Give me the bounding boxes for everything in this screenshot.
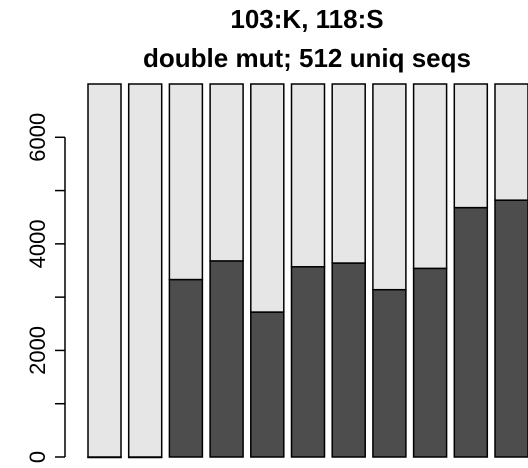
bars: [87, 83, 528, 459]
bar-segment-upper: [87, 83, 122, 458]
bar-segment-upper: [494, 83, 528, 201]
y-tick-label: 4000: [25, 219, 50, 268]
bar-segment-lower: [290, 266, 326, 458]
bar-segment-lower: [250, 311, 285, 458]
y-axis: 0 2000 4000 6000: [25, 113, 66, 463]
bar-segment-upper: [412, 83, 448, 270]
y-tick-label: 2000: [25, 326, 50, 375]
bar-segment-upper: [290, 83, 326, 268]
y-tick-label: 6000: [25, 113, 50, 162]
bar-segment-lower: [168, 278, 204, 458]
bar-segment-lower: [209, 260, 244, 458]
bar-segment-upper: [453, 83, 489, 209]
bar-segment-upper: [331, 83, 366, 264]
bar-segment-upper: [168, 83, 204, 281]
chart-subtitle: double mut; 512 uniq seqs: [143, 43, 471, 73]
bar-segment-lower: [331, 262, 366, 458]
bar-segment-upper: [250, 83, 285, 313]
bar-segment-upper: [127, 83, 163, 458]
bar-segment-upper: [209, 83, 244, 262]
bar-segment-lower: [412, 267, 448, 458]
bar-segment-upper: [372, 83, 407, 291]
chart-title: 103:K, 118:S: [230, 4, 383, 34]
bar-segment-lower: [372, 288, 407, 458]
bar-segment-lower: [453, 206, 489, 458]
bar-segment-lower: [494, 199, 528, 458]
y-tick-label: 0: [25, 451, 50, 463]
